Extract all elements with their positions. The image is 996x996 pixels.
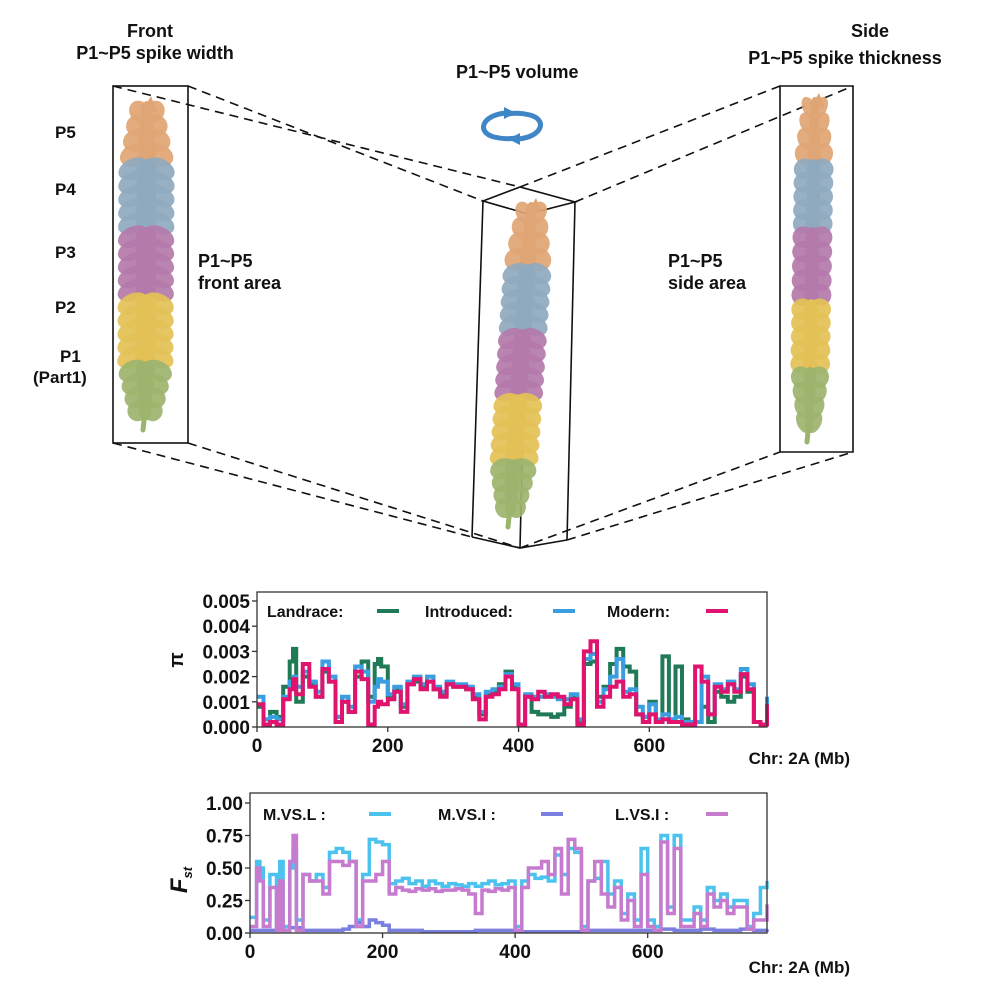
spike-segment-p1 [490, 458, 537, 519]
part-label-p2: P2 [55, 298, 76, 317]
fst-plot-frame [249, 792, 768, 934]
y-tick-label: 0.003 [202, 642, 250, 663]
fst-y-axis: 0.00 0.25 0.50 0.75 1.00 [206, 794, 250, 945]
x-tick-label: 0 [252, 736, 263, 757]
front-area-label-line1: P1~P5 [198, 251, 253, 271]
front-subtitle: P1~P5 spike width [76, 43, 234, 63]
pi-legend: Landrace: Introduced: Modern: [267, 604, 728, 621]
side-title: Side [850, 21, 889, 41]
pi-plot-frame [256, 591, 768, 728]
projection-line [519, 451, 781, 549]
fst-series-group [250, 833, 769, 934]
y-tick-label: 0.25 [206, 892, 243, 913]
pi-y-axis: 0.000 0.001 0.002 0.003 0.004 0.005 [202, 592, 257, 739]
spike-segment-p2 [117, 292, 174, 369]
fst-y-label-main: F [166, 877, 193, 893]
series-line-1 [250, 918, 769, 934]
x-tick-label: 0 [245, 942, 256, 963]
fst-y-axis-label: Fst [166, 866, 195, 893]
x-tick-label: 400 [499, 942, 531, 963]
spike-segment-p3 [494, 327, 547, 402]
fst-x-axis-label: Chr: 2A (Mb) [749, 958, 850, 977]
fst-y-label-sub: st [180, 866, 195, 878]
legend-label: Landrace: [267, 604, 343, 621]
fst-chart: 0.00 0.25 0.50 0.75 1.00 0 200 400 600 M.VS.L :… [166, 792, 850, 977]
y-tick-label: 0.004 [202, 617, 250, 638]
pi-x-axis-label: Chr: 2A (Mb) [749, 749, 850, 768]
x-tick-label: 600 [632, 942, 664, 963]
y-tick-label: 0.002 [202, 668, 250, 689]
spike-segment-p3 [791, 226, 833, 306]
pi-chart: 0.000 0.001 0.002 0.003 0.004 0.005 0 200 400 60… [166, 591, 850, 768]
rotate-arrows-icon [481, 107, 543, 145]
front-view-box [112, 85, 189, 444]
fst-x-axis: 0 200 400 600 [245, 933, 664, 963]
projection-line [566, 451, 854, 541]
spike-segment-p4 [118, 157, 175, 235]
pi-series-group [257, 639, 769, 727]
legend-label: Introduced: [425, 604, 513, 621]
front-area-label-line2: front area [198, 273, 282, 293]
spike-diagram [112, 85, 854, 549]
x-tick-label: 200 [367, 942, 399, 963]
projection-line [112, 442, 473, 538]
y-tick-label: 1.00 [206, 794, 243, 815]
y-tick-label: 0.50 [206, 859, 243, 880]
legend-label: Modern: [607, 604, 670, 621]
projection-line [574, 85, 854, 203]
legend-label: L.VS.I : [615, 807, 669, 824]
part-label-part1: (Part1) [33, 368, 87, 387]
spike-segment-p4 [792, 158, 834, 234]
part-label-p5: P5 [55, 123, 76, 142]
y-tick-label: 0.00 [206, 924, 243, 945]
series-line-2 [257, 639, 769, 727]
spike-segment-p2 [790, 298, 832, 374]
projection-line [112, 85, 521, 188]
side-area-label-line1: P1~P5 [668, 251, 723, 271]
front-title: Front [127, 21, 173, 41]
y-tick-label: 0.000 [202, 718, 250, 739]
side-view-box [779, 85, 854, 453]
projection-lines [112, 85, 854, 549]
legend-label: M.VS.L : [263, 807, 326, 824]
spike-segment-p2 [489, 392, 543, 467]
y-tick-label: 0.75 [206, 827, 243, 848]
spike-segment-p4 [498, 262, 552, 337]
projection-line [187, 442, 521, 549]
projection-line [187, 85, 484, 202]
side-spike [790, 93, 834, 445]
x-tick-label: 400 [503, 736, 535, 757]
pi-y-axis-label: π [166, 652, 188, 667]
series-line-2 [250, 833, 769, 933]
part-label-p4: P4 [55, 180, 76, 199]
volume-title: P1~P5 volume [456, 62, 579, 82]
side-area-label-line2: side area [668, 273, 747, 293]
y-tick-label: 0.005 [202, 592, 250, 613]
part-label-p3: P3 [55, 243, 76, 262]
x-tick-label: 600 [633, 736, 665, 757]
projection-line [519, 85, 781, 188]
spike-segment-p3 [117, 225, 175, 302]
front-spike [117, 96, 175, 433]
pi-x-axis: 0 200 400 600 [252, 727, 665, 757]
side-subtitle: P1~P5 spike thickness [748, 48, 942, 68]
fst-legend: M.VS.L : M.VS.I : L.VS.I : [263, 807, 728, 824]
part-label-p1: P1 [60, 347, 81, 366]
series-line-0 [250, 833, 769, 929]
volume-spike [489, 198, 552, 530]
x-tick-label: 200 [372, 736, 404, 757]
legend-label: M.VS.I : [438, 807, 496, 824]
spike-segment-p1 [118, 359, 172, 422]
y-tick-label: 0.001 [202, 693, 250, 714]
spike-segment-p5 [504, 201, 552, 272]
